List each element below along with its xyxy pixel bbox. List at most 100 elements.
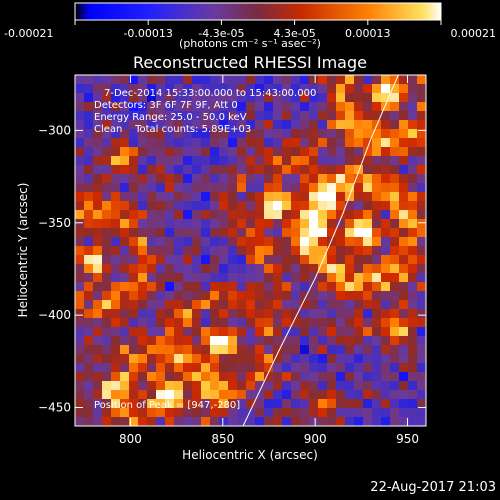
heatmap-cell: [336, 318, 346, 328]
heatmap-cell: [327, 309, 337, 319]
heatmap-cell: [75, 93, 85, 103]
heatmap-cell: [210, 246, 220, 256]
heatmap-cell: [273, 228, 283, 238]
heatmap-cell: [201, 309, 211, 319]
heatmap-cell: [147, 147, 157, 157]
heatmap-cell: [291, 138, 301, 148]
heatmap-cell: [309, 309, 319, 319]
heatmap-cell: [147, 327, 157, 337]
heatmap-cell: [156, 390, 166, 400]
heatmap-cell: [300, 372, 310, 382]
heatmap-cell: [102, 354, 112, 364]
heatmap-cell: [147, 372, 157, 382]
heatmap-cell: [354, 336, 364, 346]
heatmap-cell: [147, 309, 157, 319]
heatmap-cell: [372, 147, 382, 157]
heatmap-cell: [246, 354, 256, 364]
heatmap-cell: [84, 102, 94, 112]
heatmap-cell: [255, 354, 265, 364]
heatmap-cell: [93, 84, 103, 94]
heatmap-cell: [219, 93, 229, 103]
heatmap-cell: [237, 210, 247, 220]
heatmap-cell: [138, 237, 148, 247]
heatmap-cell: [390, 399, 400, 409]
heatmap-cell: [273, 165, 283, 175]
heatmap-cell: [345, 336, 355, 346]
heatmap-cell: [255, 237, 265, 247]
heatmap-cell: [390, 210, 400, 220]
heatmap-cell: [228, 237, 238, 247]
heatmap-cell: [408, 372, 418, 382]
heatmap-cell: [93, 156, 103, 166]
heatmap-cell: [336, 399, 346, 409]
heatmap-cell: [309, 147, 319, 157]
heatmap-cell: [282, 147, 292, 157]
heatmap-cell: [210, 165, 220, 175]
heatmap-cell: [417, 201, 426, 211]
heatmap-cell: [354, 75, 364, 85]
heatmap-cell: [147, 264, 157, 274]
heatmap-cell: [84, 381, 94, 391]
heatmap-cell: [237, 345, 247, 355]
heatmap-cell: [75, 210, 85, 220]
heatmap-cell: [390, 120, 400, 130]
heatmap-cell: [228, 219, 238, 229]
heatmap-cell: [219, 291, 229, 301]
heatmap-cell: [336, 282, 346, 292]
heatmap-cell: [372, 219, 382, 229]
heatmap-cell: [390, 390, 400, 400]
heatmap-cell: [111, 408, 121, 418]
heatmap-cell: [147, 102, 157, 112]
heatmap-cell: [390, 147, 400, 157]
heatmap-cell: [192, 246, 202, 256]
heatmap-cell: [345, 147, 355, 157]
heatmap-cell: [156, 291, 166, 301]
heatmap-cell: [183, 183, 193, 193]
heatmap-cell: [264, 192, 274, 202]
heatmap-cell: [327, 138, 337, 148]
heatmap-cell: [156, 192, 166, 202]
heatmap-cell: [399, 138, 409, 148]
heatmap-cell: [228, 165, 238, 175]
heatmap-cell: [111, 219, 121, 229]
heatmap-cell: [336, 120, 346, 130]
heatmap-cell: [264, 183, 274, 193]
heatmap-cell: [273, 408, 283, 418]
heatmap-cell: [300, 120, 310, 130]
heatmap-cell: [327, 129, 337, 139]
heatmap-cell: [300, 273, 310, 283]
heatmap-cell: [84, 300, 94, 310]
heatmap-cell: [408, 381, 418, 391]
heatmap-cell: [363, 156, 373, 166]
heatmap-cell: [264, 354, 274, 364]
heatmap-cell: [246, 84, 256, 94]
heatmap-cell: [318, 75, 328, 85]
heatmap-cell: [318, 228, 328, 238]
heatmap-cell: [273, 138, 283, 148]
heatmap-cell: [399, 120, 409, 130]
heatmap-cell: [192, 138, 202, 148]
heatmap-cell: [174, 255, 184, 265]
heatmap-cell: [174, 84, 184, 94]
heatmap-cell: [300, 264, 310, 274]
heatmap-cell: [237, 354, 247, 364]
heatmap-cell: [219, 174, 229, 184]
heatmap-cell: [363, 192, 373, 202]
heatmap-cell: [354, 138, 364, 148]
heatmap-cell: [255, 93, 265, 103]
heatmap-cell: [381, 381, 391, 391]
heatmap-cell: [408, 219, 418, 229]
heatmap-cell: [111, 156, 121, 166]
heatmap-cell: [327, 399, 337, 409]
heatmap-cell: [138, 75, 148, 85]
heatmap-cell: [309, 318, 319, 328]
heatmap-cell: [192, 237, 202, 247]
heatmap-cell: [210, 129, 220, 139]
heatmap-cell: [84, 147, 94, 157]
heatmap-cell: [210, 102, 220, 112]
annotation-counts: Clean Total counts: 5.89E+03: [94, 124, 251, 135]
heatmap-cell: [102, 102, 112, 112]
heatmap-cell: [282, 201, 292, 211]
heatmap-cell: [120, 336, 130, 346]
heatmap-cell: [93, 372, 103, 382]
